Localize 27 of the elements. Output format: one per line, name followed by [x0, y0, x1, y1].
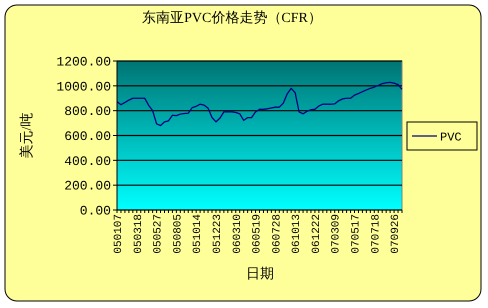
y-tick-label: 1200.00: [56, 54, 111, 70]
x-tick-label: 070517: [350, 214, 362, 254]
x-tick-label: 061222: [310, 214, 323, 254]
y-tick-label: 1000.00: [56, 79, 111, 94]
y-tick-label: 400.00: [64, 154, 111, 169]
chart-title: 东南亚PVC价格走势（CFR）: [142, 10, 322, 26]
x-tick-label: 050107: [113, 214, 125, 254]
x-axis-title: 日期: [246, 266, 274, 282]
x-tick-label: 050805: [172, 214, 184, 254]
y-tick-label: 200.00: [64, 178, 111, 194]
legend-label: PVC: [440, 130, 462, 144]
y-tick-label: 600.00: [64, 129, 111, 144]
x-tick-label: 051223: [212, 214, 224, 254]
x-tick-label: 060728: [271, 214, 284, 254]
y-tick-label: 0.00: [80, 204, 111, 218]
y-axis-title: 美元/吨: [19, 112, 35, 158]
x-tick-label: 070926: [390, 214, 402, 254]
x-tick-label: 060519: [252, 214, 264, 254]
x-tick-label: 050527: [152, 214, 165, 254]
x-tick-label: 070309: [330, 214, 343, 254]
x-tick-label: 051014: [192, 214, 204, 254]
line-series: [116, 82, 403, 126]
x-tick-label: 060310: [232, 214, 244, 254]
y-tick-label: 800.00: [64, 104, 111, 120]
x-tick-label: 070718: [370, 214, 382, 254]
x-tick-label: 050318: [132, 214, 145, 254]
x-tick-label: 061013: [291, 214, 304, 254]
